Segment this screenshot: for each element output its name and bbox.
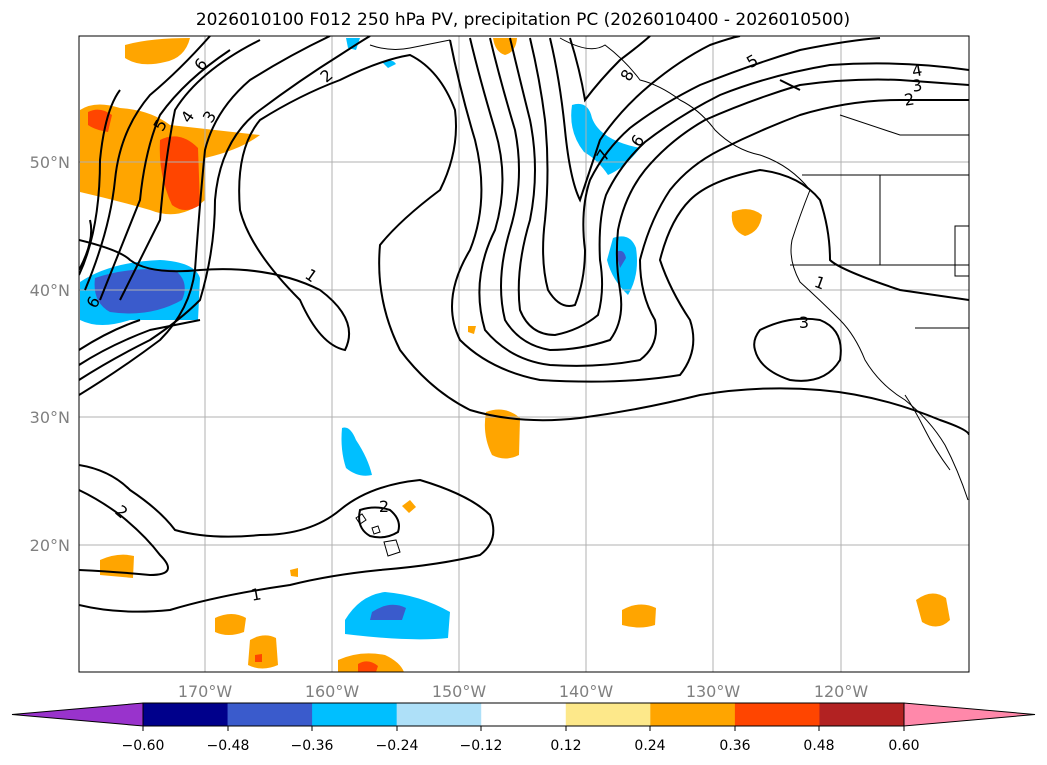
colorbar-tick-label: 0.60 [888, 738, 919, 754]
lat-label: 30°N [30, 408, 70, 427]
colorbar-tick-label: 0.48 [803, 738, 834, 754]
pv-contour [79, 319, 201, 366]
pv-contour-1 [79, 53, 969, 436]
lat-label: 20°N [30, 536, 70, 555]
pv-contour [779, 79, 801, 91]
state-border [954, 225, 969, 277]
north-america-coastline [559, 37, 969, 501]
contour-label: 1 [249, 584, 262, 604]
pv-contour [79, 319, 141, 351]
precip-core-negative [370, 604, 406, 620]
baja-coastline [904, 394, 951, 471]
colorbar-segment [565, 703, 651, 726]
hawaii-island [371, 525, 381, 535]
colorbar-segment [396, 703, 482, 726]
pv-contour-2 [469, 37, 969, 367]
lon-label: 120°W [814, 682, 869, 701]
precip-blob-positive [916, 593, 950, 627]
province-border [839, 114, 969, 136]
precip-blob-positive [468, 326, 476, 334]
lat-label: 50°N [30, 153, 70, 172]
precip-core-positive [358, 661, 378, 672]
pv-contour [569, 36, 651, 103]
precip-blob-negative [571, 103, 640, 175]
contour-label: 2 [903, 89, 916, 109]
colorbar-segment [143, 703, 229, 726]
lon-label: 170°W [178, 682, 233, 701]
aleutian-coastline [369, 39, 451, 50]
contour-label: 3 [799, 313, 809, 332]
map-frame [78, 35, 970, 673]
pv-contour-2-closed [358, 506, 400, 539]
pv-contour-1 [79, 464, 495, 613]
colorbar: −0.60 −0.48 −0.36 −0.24 −0.12 0.12 0.24 … [11, 702, 1036, 754]
axis-labels: 170°W 160°W 150°W 140°W 130°W 120°W 50°N… [30, 153, 869, 701]
pv-contour-2 [79, 489, 169, 577]
colorbar-segment-low [12, 703, 143, 726]
precip-blob-negative [382, 60, 396, 68]
lon-label: 160°W [305, 682, 360, 701]
colorbar-segments [12, 703, 1035, 726]
precip-core-positive [255, 654, 262, 662]
precip-blob-positive [290, 568, 298, 577]
colorbar-segment [734, 703, 820, 726]
colorbar-segment [227, 703, 313, 726]
lon-label: 150°W [432, 682, 487, 701]
precip-blob-negative [341, 427, 372, 476]
colorbar-tick-label: −0.36 [291, 738, 334, 754]
colorbar-segment [312, 703, 398, 726]
coastlines [355, 37, 969, 557]
lat-label: 40°N [30, 281, 70, 300]
precip-blob-positive [731, 209, 762, 236]
precip-blob-positive [215, 614, 246, 635]
colorbar-tick-label: −0.48 [207, 738, 250, 754]
pv-contour [84, 36, 211, 291]
pv-contour-4 [509, 37, 969, 337]
precip-blob-positive [125, 38, 190, 65]
colorbar-tick-label: −0.60 [122, 738, 165, 754]
colorbar-segment-high [904, 703, 1035, 726]
pv-contour [549, 36, 741, 203]
colorbar-tick-label: 0.36 [719, 738, 750, 754]
colorbar-tick-label: 0.24 [634, 738, 665, 754]
pv-contour-3 [489, 37, 969, 352]
colorbar-tick-label: −0.12 [460, 738, 503, 754]
graticule [79, 36, 969, 672]
hawaii-island [383, 539, 401, 557]
colorbar-segment [819, 703, 905, 726]
precip-blob-positive [248, 635, 278, 669]
pv-contour [79, 36, 371, 381]
precip-blob-negative [346, 38, 360, 50]
colorbar-segment [650, 703, 736, 726]
precip-blob-positive [484, 409, 520, 459]
colorbar-tick-label: −0.24 [376, 738, 419, 754]
contour-label: 4 [910, 60, 923, 80]
pv-contour [119, 39, 261, 301]
contour-label: 2 [379, 497, 389, 516]
pv-contours [79, 36, 969, 613]
map-panel: 6 2 5 4 3 8 7 6 5 4 3 2 1 1 3 6 2 2 1 [78, 35, 970, 673]
colorbar-ticks: −0.60 −0.48 −0.36 −0.24 −0.12 0.12 0.24 … [122, 726, 920, 754]
precip-blob-positive [622, 604, 656, 628]
pv-contour-5 [529, 37, 881, 307]
lon-label: 130°W [686, 682, 741, 701]
precip-core-negative [94, 269, 185, 314]
contour-label: 3 [910, 75, 923, 95]
figure-title: 2026010100 F012 250 hPa PV, precipitatio… [196, 10, 850, 30]
precip-core-negative [616, 250, 626, 268]
precip-shading [80, 38, 950, 672]
pv-contour [79, 36, 331, 396]
precip-blob-negative [607, 236, 637, 295]
pv-contour-3-closed [753, 317, 842, 382]
precip-blob-positive [402, 500, 416, 513]
pv-contour [449, 39, 969, 383]
colorbar-frame [142, 702, 905, 727]
precip-core-positive [159, 136, 200, 210]
lon-label: 140°W [559, 682, 614, 701]
precip-blob-positive [100, 554, 134, 578]
colorbar-segment [481, 703, 567, 726]
colorbar-tick-label: 0.12 [550, 738, 581, 754]
